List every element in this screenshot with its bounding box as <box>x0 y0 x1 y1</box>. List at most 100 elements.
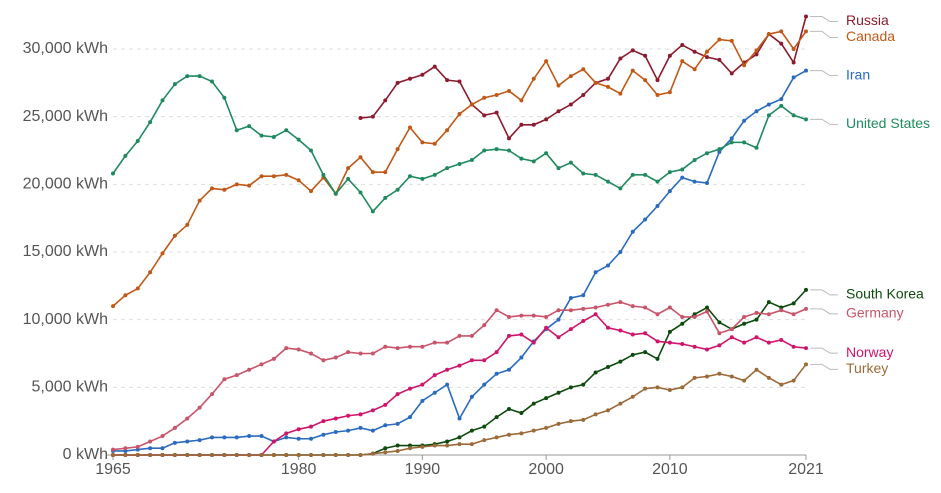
data-point <box>395 392 400 397</box>
data-point <box>556 317 561 322</box>
data-point <box>383 402 388 407</box>
data-point <box>210 79 214 84</box>
data-point <box>531 401 536 406</box>
data-point <box>420 398 425 403</box>
data-point <box>420 72 425 77</box>
data-point <box>618 91 623 96</box>
data-point <box>618 300 623 305</box>
data-point <box>705 309 709 314</box>
data-point <box>482 148 487 153</box>
data-point <box>544 117 549 122</box>
data-point <box>754 48 759 53</box>
data-point <box>791 312 796 317</box>
data-point <box>606 325 610 330</box>
data-point <box>618 328 623 333</box>
data-point <box>568 327 573 332</box>
data-point <box>630 304 635 309</box>
series-line <box>112 75 807 213</box>
data-point <box>370 114 375 119</box>
data-point <box>568 160 573 165</box>
data-point <box>519 313 524 318</box>
data-point <box>395 187 400 192</box>
data-point <box>742 118 747 123</box>
data-point <box>346 453 351 457</box>
data-point <box>667 170 672 175</box>
data-point <box>408 76 412 81</box>
data-point <box>630 332 635 337</box>
data-point <box>284 453 289 457</box>
data-point <box>482 358 487 363</box>
data-point <box>729 374 734 379</box>
data-point <box>222 95 227 100</box>
data-point <box>507 406 511 411</box>
data-point <box>234 435 239 440</box>
y-tick-label: 5,000 kWh <box>32 379 108 396</box>
data-point <box>618 359 623 364</box>
data-point <box>507 333 511 338</box>
data-point <box>717 371 722 376</box>
data-point <box>309 148 313 153</box>
data-point <box>296 178 301 183</box>
data-point <box>630 172 635 177</box>
data-point <box>754 52 759 57</box>
data-point <box>148 270 153 275</box>
y-tick-label: 0 kWh <box>63 446 108 463</box>
data-point <box>482 95 487 100</box>
data-point <box>321 358 326 363</box>
data-point <box>593 412 598 417</box>
data-point <box>309 351 313 356</box>
data-point <box>507 432 511 437</box>
data-point <box>333 416 338 421</box>
data-point <box>593 312 598 317</box>
data-point <box>457 442 462 447</box>
data-point <box>210 435 214 440</box>
data-point <box>333 453 338 457</box>
data-point <box>804 29 808 34</box>
data-point <box>160 453 165 457</box>
data-point <box>271 174 276 179</box>
data-point <box>531 313 536 318</box>
data-point <box>754 317 759 322</box>
y-tick-label: 25,000 kWh <box>23 108 108 125</box>
data-point <box>643 305 648 310</box>
label-connector <box>810 289 838 296</box>
y-tick-label: 10,000 kWh <box>23 311 108 328</box>
data-point <box>482 438 487 443</box>
data-point <box>717 37 722 42</box>
x-tick-label: 2010 <box>652 461 688 478</box>
series-label: Russia <box>846 12 889 28</box>
data-point <box>247 453 252 457</box>
data-point <box>804 68 808 73</box>
data-point <box>259 453 264 457</box>
data-point <box>457 435 462 440</box>
series-label: Norway <box>846 344 893 360</box>
data-point <box>705 374 709 379</box>
data-point <box>519 355 524 360</box>
data-point <box>234 128 239 133</box>
data-point <box>618 250 623 254</box>
data-point <box>606 263 610 268</box>
data-point <box>383 170 388 175</box>
data-point <box>271 134 276 139</box>
data-point <box>370 451 375 456</box>
series-line <box>112 30 807 307</box>
data-point <box>210 453 214 457</box>
data-point <box>556 83 561 88</box>
data-point <box>729 136 734 141</box>
data-point <box>358 412 363 417</box>
data-point <box>172 82 177 87</box>
data-point <box>630 394 635 399</box>
data-point <box>791 47 796 51</box>
data-point <box>519 431 524 436</box>
data-point <box>482 323 487 328</box>
data-point <box>804 14 808 19</box>
data-point <box>544 425 549 430</box>
data-point <box>432 141 437 146</box>
data-point <box>519 156 524 161</box>
data-point <box>160 434 165 439</box>
data-point <box>766 300 771 305</box>
data-point <box>457 416 462 421</box>
data-point <box>135 453 140 457</box>
data-point <box>692 67 697 72</box>
data-point <box>383 195 388 200</box>
